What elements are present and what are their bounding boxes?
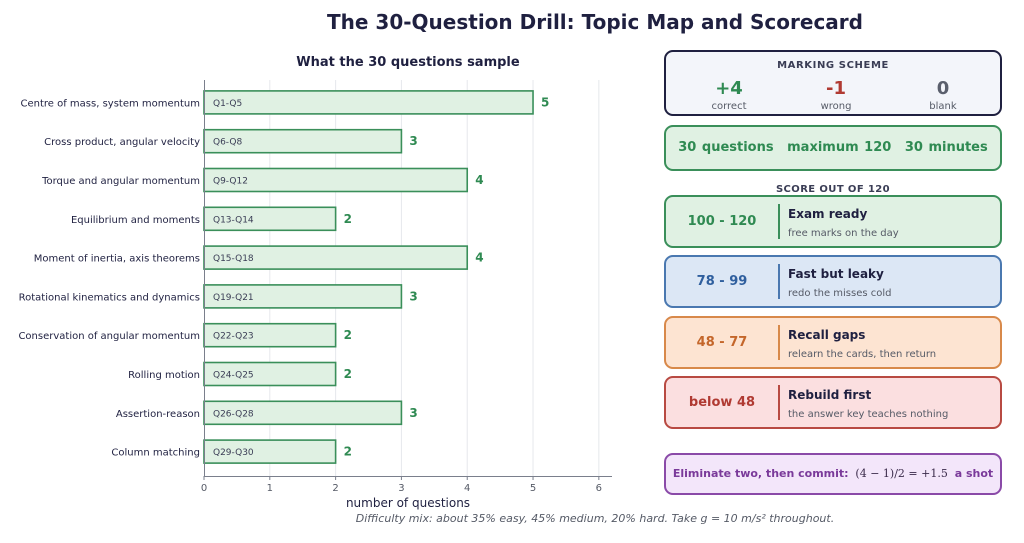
chart-bars: Centre of mass, system momentum Q1-Q5 5 Cro…	[18, 90, 549, 464]
bar-range-label: Q13-Q14	[213, 215, 254, 225]
x-tick-label: 4	[464, 483, 470, 494]
category-label: Centre of mass, system momentum	[20, 98, 200, 109]
band-divider	[778, 204, 780, 239]
mark-correct-label: correct	[711, 101, 747, 112]
band-range: 78 - 99	[696, 274, 748, 289]
bar-group: Moment of inertia, axis theorems Q15-Q18 4	[34, 245, 484, 270]
score-heading: SCORE OUT OF 120	[775, 184, 891, 195]
bar	[203, 90, 534, 115]
band-subtitle: free marks on the day	[788, 228, 899, 239]
fact-time: 30 minutes	[904, 140, 988, 155]
category-label: Moment of inertia, axis theorems	[34, 254, 200, 265]
bar-range-label: Q29-Q30	[213, 448, 254, 458]
category-label: Cross product, angular velocity	[44, 137, 200, 148]
bar-group: Equilibrium and moments Q13-Q14 2	[71, 206, 352, 232]
x-axis-label: number of questions	[346, 496, 470, 510]
category-label: Column matching	[111, 448, 200, 459]
category-label: Torque and angular momentum	[41, 176, 200, 187]
category-label: Conservation of angular momentum	[18, 331, 200, 342]
tip-math: (4 − 1)/2 = +1.5	[855, 467, 948, 480]
band-title: Exam ready	[788, 207, 868, 221]
mark-blank: 0 blank	[888, 78, 998, 112]
bar-group: Torque and angular momentum Q9-Q12 4	[41, 167, 484, 193]
bar-group: Assertion-reason Q26-Q28 3	[116, 400, 418, 426]
x-axis-ticks: 0 1 2 3 4 5 6	[201, 476, 602, 494]
bar-value-label: 4	[475, 173, 483, 187]
band-subtitle: relearn the cards, then return	[788, 349, 937, 360]
band-divider	[778, 325, 780, 360]
band-range: 48 - 77	[696, 335, 748, 350]
mark-blank-label: blank	[929, 101, 957, 112]
mark-wrong-value: -1	[826, 78, 846, 99]
mark-blank-value: 0	[936, 78, 950, 99]
score-band-exam-ready: 100 - 120 Exam ready free marks on the d…	[664, 195, 1002, 248]
bar-value-label: 2	[344, 212, 352, 226]
band-subtitle: redo the misses cold	[788, 288, 892, 299]
bar-value-label: 2	[344, 445, 352, 459]
mark-wrong-label: wrong	[820, 101, 852, 112]
bar-value-label: 2	[344, 367, 352, 381]
bar-group: Conservation of angular momentum Q22-Q23 2	[18, 322, 352, 348]
bar-group: Rotational kinematics and dynamics Q19-Q2…	[19, 284, 418, 309]
strategy-tip-card: Eliminate two, then commit: (4 − 1)/2 = …	[664, 453, 1002, 495]
band-divider	[778, 385, 780, 420]
band-title: Fast but leaky	[788, 267, 884, 281]
tip-tail: a shot	[954, 467, 994, 480]
page-title: The 30-Question Drill: Topic Map and Sco…	[327, 10, 863, 34]
bar-range-label: Q19-Q21	[213, 293, 254, 303]
bar-value-label: 3	[409, 406, 417, 420]
x-tick-label: 3	[398, 483, 404, 494]
bar-value-label: 3	[409, 289, 417, 303]
bar-value-label: 3	[409, 134, 417, 148]
x-tick-label: 6	[596, 483, 602, 494]
band-divider	[778, 264, 780, 299]
marking-scheme-heading: MARKING SCHEME	[777, 60, 889, 71]
band-subtitle: the answer key teaches nothing	[788, 409, 949, 420]
band-title: Rebuild first	[788, 388, 872, 402]
x-tick-label: 2	[332, 483, 338, 494]
bar-range-label: Q26-Q28	[213, 409, 254, 419]
bar-range-label: Q15-Q18	[213, 254, 254, 264]
bar-value-label: 4	[475, 251, 483, 265]
marking-scheme-card: MARKING SCHEME +4 correct -1 wrong 0 bla…	[664, 50, 1002, 116]
score-band-fast-but-leaky: 78 - 99 Fast but leaky redo the misses c…	[664, 255, 1002, 308]
bar-value-label: 2	[344, 328, 352, 342]
x-tick-label: 0	[201, 483, 207, 494]
score-band-recall-gaps: 48 - 77 Recall gaps relearn the cards, t…	[664, 316, 1002, 369]
band-range: 100 - 120	[687, 214, 757, 229]
mark-correct-value: +4	[715, 78, 743, 99]
score-band-rebuild-first: below 48 Rebuild first the answer key te…	[664, 376, 1002, 429]
band-range: below 48	[688, 395, 756, 410]
bar-group: Rolling motion Q24-Q25 2	[128, 361, 352, 387]
footer-note: Difficulty mix: about 35% easy, 45% medi…	[355, 512, 835, 525]
bar-range-label: Q24-Q25	[213, 371, 254, 381]
mark-correct: +4 correct	[674, 78, 784, 112]
bar-group: Centre of mass, system momentum Q1-Q5 5	[20, 90, 549, 115]
bar-range-label: Q6-Q8	[213, 138, 242, 148]
bar-group: Cross product, angular velocity Q6-Q8 3	[44, 128, 418, 154]
chart-title: What the 30 questions sample	[296, 55, 520, 70]
x-tick-label: 5	[530, 483, 536, 494]
category-label: Rotational kinematics and dynamics	[19, 292, 200, 303]
category-label: Assertion-reason	[116, 409, 200, 420]
band-title: Recall gaps	[788, 328, 866, 342]
category-label: Equilibrium and moments	[71, 215, 200, 226]
bar-range-label: Q1-Q5	[213, 99, 242, 109]
x-tick-label: 1	[267, 483, 273, 494]
bar-group: Column matching Q29-Q30 2	[111, 439, 352, 464]
bar-range-label: Q22-Q23	[213, 332, 254, 342]
tip-lead: Eliminate two, then commit:	[672, 467, 849, 480]
mark-wrong: -1 wrong	[781, 78, 891, 112]
bar-value-label: 5	[541, 95, 549, 109]
fact-questions: 30 questions	[678, 140, 774, 155]
bar-range-label: Q9-Q12	[213, 177, 248, 187]
fact-maximum: maximum 120	[787, 140, 892, 155]
exam-facts-card: 30 questions maximum 120 30 minutes	[664, 125, 1002, 171]
category-label: Rolling motion	[128, 370, 200, 381]
topic-bar-chart: What the 30 questions sample Centre of m…	[18, 55, 612, 510]
